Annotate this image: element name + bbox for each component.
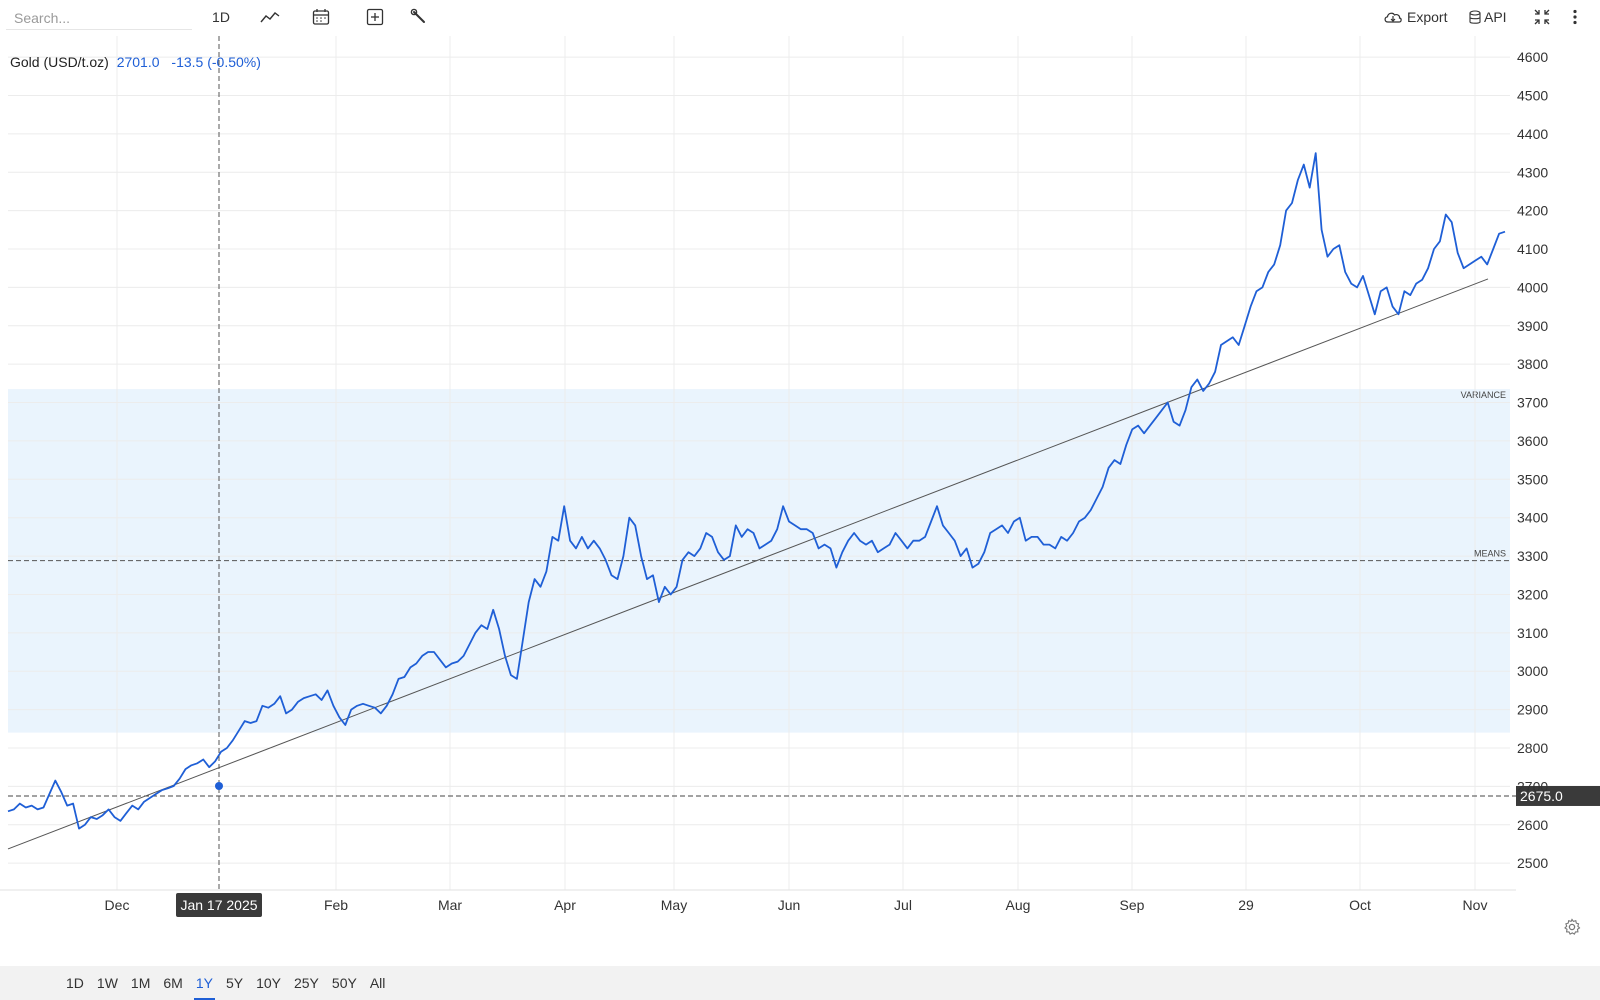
y-tick-label: 4100	[1517, 241, 1548, 257]
gear-icon[interactable]	[1563, 918, 1581, 936]
range-bar: 1D 1W 1M 6M 1Y 5Y 10Y 25Y 50Y All	[0, 966, 1600, 1000]
chart-area[interactable]: VARIANCE MEANS 2675.0 Jan 17 2025 2500 260…	[0, 36, 1600, 940]
api-button[interactable]: API	[1469, 4, 1513, 30]
y-tick-label: 4400	[1517, 126, 1548, 142]
range-1m[interactable]: 1M	[130, 975, 151, 991]
crosshair-date-label: Jan 17 2025	[180, 897, 257, 913]
y-tick-label: 4000	[1517, 279, 1548, 295]
range-selector: 1D 1W 1M 6M 1Y 5Y 10Y 25Y 50Y All	[60, 966, 392, 1000]
range-10y[interactable]: 10Y	[256, 975, 281, 991]
search-input[interactable]	[6, 6, 192, 30]
chart-svg[interactable]: VARIANCE MEANS 2675.0 Jan 17 2025 2500 260…	[0, 36, 1600, 940]
x-tick-label: Dec	[105, 897, 130, 913]
y-tick-label: 3200	[1517, 586, 1548, 602]
y-tick-label: 4300	[1517, 164, 1548, 180]
legend-series-name: Gold (USD/t.oz)	[10, 54, 109, 70]
x-tick-label: Mar	[438, 897, 462, 913]
last-price-label: 2675.0	[1520, 788, 1563, 804]
trend-line	[7, 278, 1489, 850]
x-tick-label: Jul	[894, 897, 912, 913]
x-tick-label: Oct	[1349, 897, 1371, 913]
cloud-download-icon	[1383, 10, 1403, 24]
plus-square-icon[interactable]	[364, 4, 386, 30]
y-tick-label: 3600	[1517, 433, 1548, 449]
legend-change: -13.5 (-0.50%)	[171, 54, 261, 70]
y-tick-label: 3900	[1517, 318, 1548, 334]
y-tick-label: 2900	[1517, 702, 1548, 718]
range-1d[interactable]: 1D	[66, 975, 84, 991]
y-tick-label: 3300	[1517, 548, 1548, 564]
y-tick-label: 3500	[1517, 471, 1548, 487]
y-tick-label: 3400	[1517, 510, 1548, 526]
y-tick-label: 4200	[1517, 203, 1548, 219]
toolbar: 1D Export API	[0, 0, 1600, 36]
range-50y[interactable]: 50Y	[331, 975, 357, 991]
x-tick-label: Aug	[1006, 897, 1031, 913]
crosshair-date-tag	[176, 893, 262, 917]
last-price-tag	[1516, 785, 1600, 806]
y-tick-label: 2700	[1517, 778, 1548, 794]
x-tick-label: Apr	[554, 897, 576, 913]
x-tick-label: Feb	[324, 897, 348, 913]
price-line	[7, 152, 1506, 830]
y-tick-label: 3000	[1517, 663, 1548, 679]
crosshair-point	[215, 781, 223, 790]
collapse-icon[interactable]	[1531, 4, 1553, 30]
line-chart-icon[interactable]	[259, 4, 281, 30]
range-5y[interactable]: 5Y	[225, 975, 244, 991]
calendar-icon[interactable]	[310, 4, 332, 30]
range-all[interactable]: All	[369, 975, 386, 991]
export-label: Export	[1407, 9, 1448, 25]
y-tick-label: 4500	[1517, 87, 1548, 103]
y-tick-label: 3800	[1517, 356, 1548, 372]
y-tick-label: 2600	[1517, 817, 1548, 833]
chart-legend: Gold (USD/t.oz) 2701.0 -13.5 (-0.50%)	[10, 54, 261, 70]
mean-label: MEANS	[1474, 549, 1506, 559]
x-tick-label: May	[661, 897, 687, 913]
api-label: API	[1484, 9, 1507, 25]
vertical-dots-icon[interactable]	[1568, 4, 1582, 30]
variance-label: VARIANCE	[1461, 390, 1506, 400]
y-tick-label: 3100	[1517, 625, 1548, 641]
range-25y[interactable]: 25Y	[293, 975, 319, 991]
y-tick-label: 2500	[1517, 855, 1548, 871]
database-icon	[1469, 9, 1481, 25]
wrench-icon[interactable]	[408, 4, 430, 30]
y-tick-label: 3700	[1517, 395, 1548, 411]
range-6m[interactable]: 6M	[163, 975, 183, 991]
x-tick-label: Nov	[1463, 897, 1488, 913]
y-tick-label: 2800	[1517, 740, 1548, 756]
export-button[interactable]: Export	[1383, 4, 1455, 30]
range-1y[interactable]: 1Y	[190, 966, 219, 1000]
x-tick-label: Jun	[778, 897, 801, 913]
legend-value: 2701.0	[116, 54, 160, 70]
x-tick-label: 29	[1238, 897, 1254, 913]
interval-button[interactable]: 1D	[212, 9, 230, 25]
y-tick-label: 4600	[1517, 49, 1548, 65]
range-1w[interactable]: 1W	[96, 975, 118, 991]
x-tick-label: Sep	[1120, 897, 1145, 913]
